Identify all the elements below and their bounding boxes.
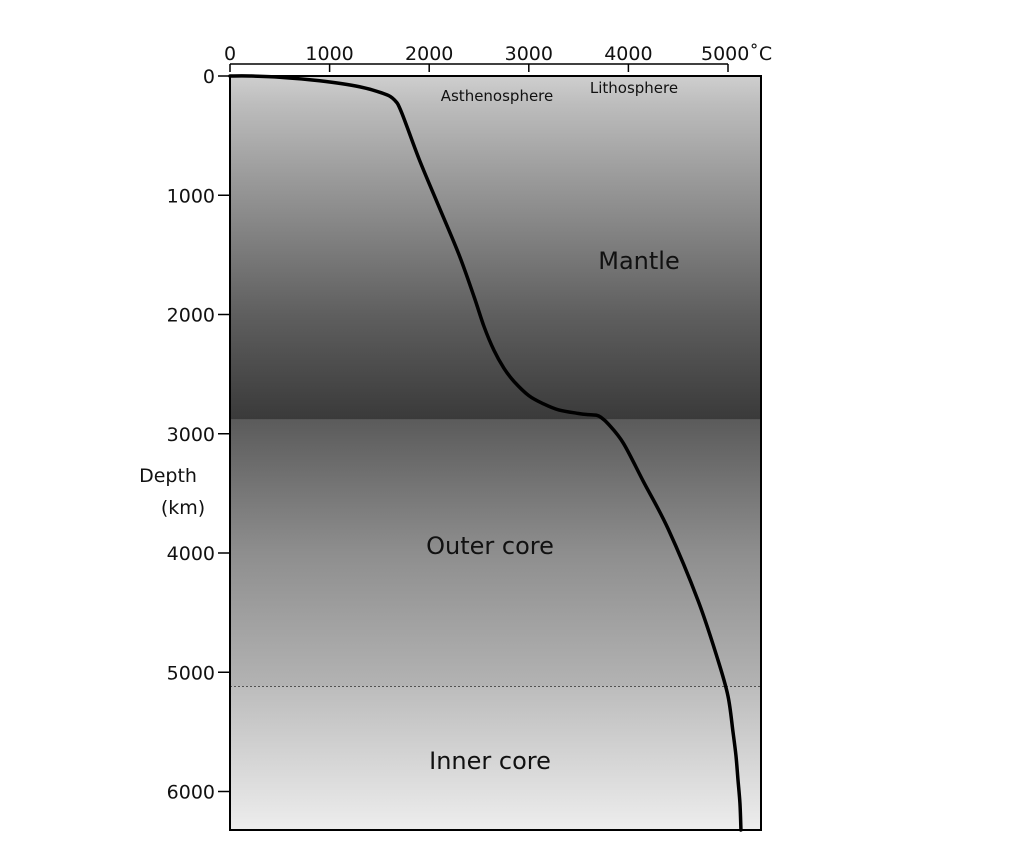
region-label-mantle: Mantle (598, 247, 679, 275)
y-axis: 0 1000 2000 3000 4000 5000 6000 Depth (k… (139, 66, 230, 804)
y-tick-label: 1000 (167, 185, 215, 207)
x-axis: 0 1000 2000 3000 4000 5000˚C (224, 43, 772, 72)
x-tick-label: 0 (224, 43, 236, 65)
region-label-inner-core: Inner core (429, 747, 551, 775)
temperature-curve (228, 74, 743, 832)
y-tick-label: 4000 (167, 543, 215, 565)
x-tick-label: 3000 (505, 43, 553, 65)
y-tick-label: 2000 (167, 305, 215, 327)
region-labels: Asthenosphere Lithosphere Mantle Outer c… (426, 79, 680, 775)
outer-core-layer (230, 419, 761, 687)
y-tick-label: 0 (203, 66, 215, 88)
y-tick-label: 6000 (167, 782, 215, 804)
y-axis-label: Depth (139, 465, 197, 487)
region-label-asthenosphere: Asthenosphere (441, 87, 554, 105)
x-tick-label: 2000 (405, 43, 453, 65)
y-tick-label: 3000 (167, 424, 215, 446)
y-tick-label: 5000 (167, 662, 215, 684)
plot-frame (229, 75, 762, 831)
x-tick-label: 5000˚C (701, 43, 772, 65)
y-axis-units: (km) (161, 497, 205, 519)
mantle-layer (230, 76, 761, 420)
x-tick-label: 4000 (604, 43, 652, 65)
plot-area (230, 76, 761, 830)
region-label-outer-core: Outer core (426, 532, 554, 560)
x-tick-label: 1000 (305, 43, 353, 65)
region-label-lithosphere: Lithosphere (590, 79, 678, 97)
inner-core-layer (230, 686, 761, 830)
